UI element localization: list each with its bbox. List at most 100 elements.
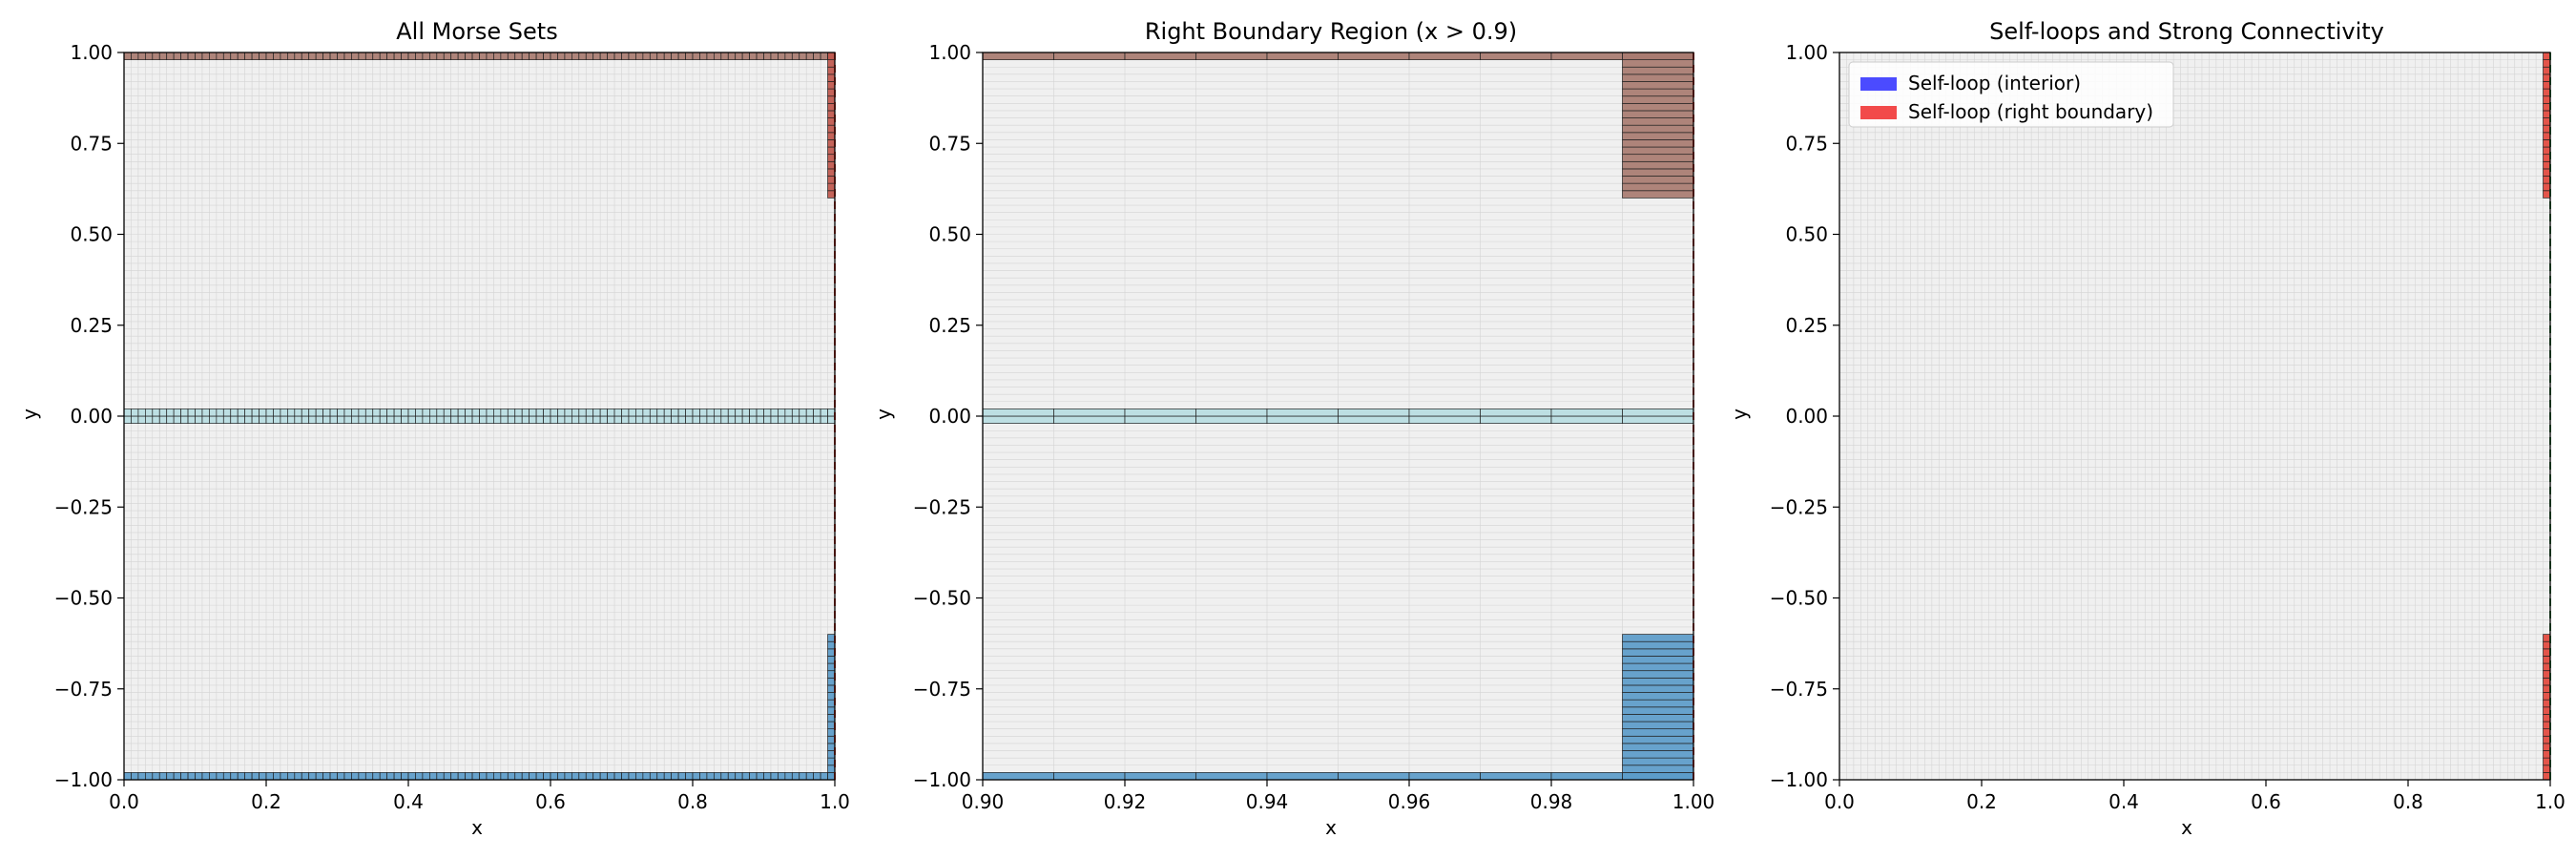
y-tick-label: 0.25 — [1785, 314, 1828, 337]
morse-cell — [216, 409, 224, 417]
morse-cell — [244, 772, 253, 781]
morse-cell — [1622, 670, 1694, 679]
morse-cell — [273, 409, 281, 417]
x-tick-label: 0.98 — [1530, 790, 1573, 813]
morse-cell — [585, 772, 594, 781]
morse-set-3 — [982, 772, 1694, 781]
morse-cell — [741, 415, 750, 424]
morse-cell — [827, 154, 836, 162]
morse-cell — [322, 409, 331, 417]
morse-cell — [621, 415, 630, 424]
morse-cell — [791, 415, 800, 424]
morse-cell — [1195, 415, 1268, 424]
y-tick-label: 0.00 — [1785, 405, 1828, 428]
morse-cell — [137, 52, 146, 60]
morse-cell — [322, 772, 331, 781]
morse-cell — [827, 160, 836, 170]
x-tick-label: 0.2 — [1966, 790, 1997, 813]
morse-set-0 — [2543, 52, 2551, 199]
morse-cell — [265, 772, 274, 781]
morse-cell — [259, 415, 267, 424]
morse-cell — [813, 415, 821, 424]
morse-cell — [244, 415, 253, 424]
morse-cell — [514, 52, 523, 60]
morse-cell — [1550, 772, 1623, 781]
morse-cell — [699, 772, 708, 781]
morse-cell — [351, 52, 360, 60]
morse-cell — [465, 52, 473, 60]
morse-cell — [770, 52, 779, 60]
morse-cell — [1622, 728, 1694, 737]
morse-cell — [372, 772, 381, 781]
morse-cell — [209, 52, 218, 60]
morse-cell — [2543, 684, 2551, 693]
morse-cell — [436, 52, 445, 60]
morse-cell — [180, 409, 189, 417]
morse-cell — [351, 772, 360, 781]
morse-cell — [585, 409, 594, 417]
morse-cell — [1622, 684, 1694, 693]
morse-cell — [564, 415, 572, 424]
morse-cell — [173, 52, 181, 60]
x-tick-label: 0.2 — [251, 790, 281, 813]
morse-cell — [799, 415, 807, 424]
morse-cell — [557, 409, 566, 417]
morse-cell — [827, 52, 836, 60]
morse-cell — [1480, 772, 1552, 781]
morse-cell — [592, 415, 601, 424]
morse-cell — [507, 772, 516, 781]
morse-cell — [137, 409, 146, 417]
morse-cell — [1266, 52, 1339, 60]
x-tick-label: 0.4 — [393, 790, 424, 813]
morse-cell — [329, 409, 338, 417]
morse-cell — [706, 409, 715, 417]
morse-cell — [550, 52, 558, 60]
x-tick-label: 0.92 — [1104, 790, 1147, 813]
morse-cell — [1622, 692, 1694, 701]
morse-cell — [2543, 52, 2551, 60]
morse-cell — [415, 409, 424, 417]
morse-cell — [2543, 735, 2551, 744]
morse-cell — [152, 415, 160, 424]
morse-cell — [827, 670, 836, 679]
morse-cell — [692, 409, 700, 417]
morse-cell — [756, 772, 764, 781]
morse-cell — [692, 415, 700, 424]
y-tick-label: 0.25 — [928, 314, 971, 337]
morse-cell — [529, 52, 537, 60]
morse-cell — [2543, 176, 2551, 184]
morse-cell — [621, 409, 630, 417]
morse-cell — [429, 52, 438, 60]
morse-cell — [457, 52, 466, 60]
x-tick-label: 0.6 — [2251, 790, 2281, 813]
legend-label: Self-loop (interior) — [1908, 72, 2081, 94]
morse-cell — [315, 52, 323, 60]
morse-cell — [1195, 52, 1268, 60]
panel-self-loops: Self-loops and Strong Connectivity 0.0 0.… — [1728, 18, 2566, 839]
morse-cell — [337, 52, 345, 60]
morse-cell — [727, 772, 737, 781]
morse-cell — [1053, 772, 1126, 781]
morse-cell — [401, 772, 409, 781]
morse-cell — [216, 52, 224, 60]
morse-cell — [799, 409, 807, 417]
morse-cell — [216, 772, 224, 781]
morse-cell — [1622, 743, 1694, 751]
morse-cell — [364, 409, 374, 417]
morse-cell — [251, 415, 260, 424]
morse-cell — [827, 706, 836, 715]
morse-cell — [259, 52, 267, 60]
morse-cell — [131, 409, 139, 417]
morse-cell — [422, 409, 430, 417]
morse-cell — [337, 772, 345, 781]
morse-cell — [422, 415, 430, 424]
morse-cell — [1622, 88, 1694, 97]
morse-cell — [187, 409, 196, 417]
morse-cell — [805, 52, 815, 60]
morse-cell — [529, 772, 537, 781]
morse-cell — [578, 415, 587, 424]
x-tick-label: 1.0 — [2535, 790, 2566, 813]
morse-cell — [372, 415, 381, 424]
morse-cell — [1480, 52, 1552, 60]
panel-title: All Morse Sets — [396, 18, 557, 45]
